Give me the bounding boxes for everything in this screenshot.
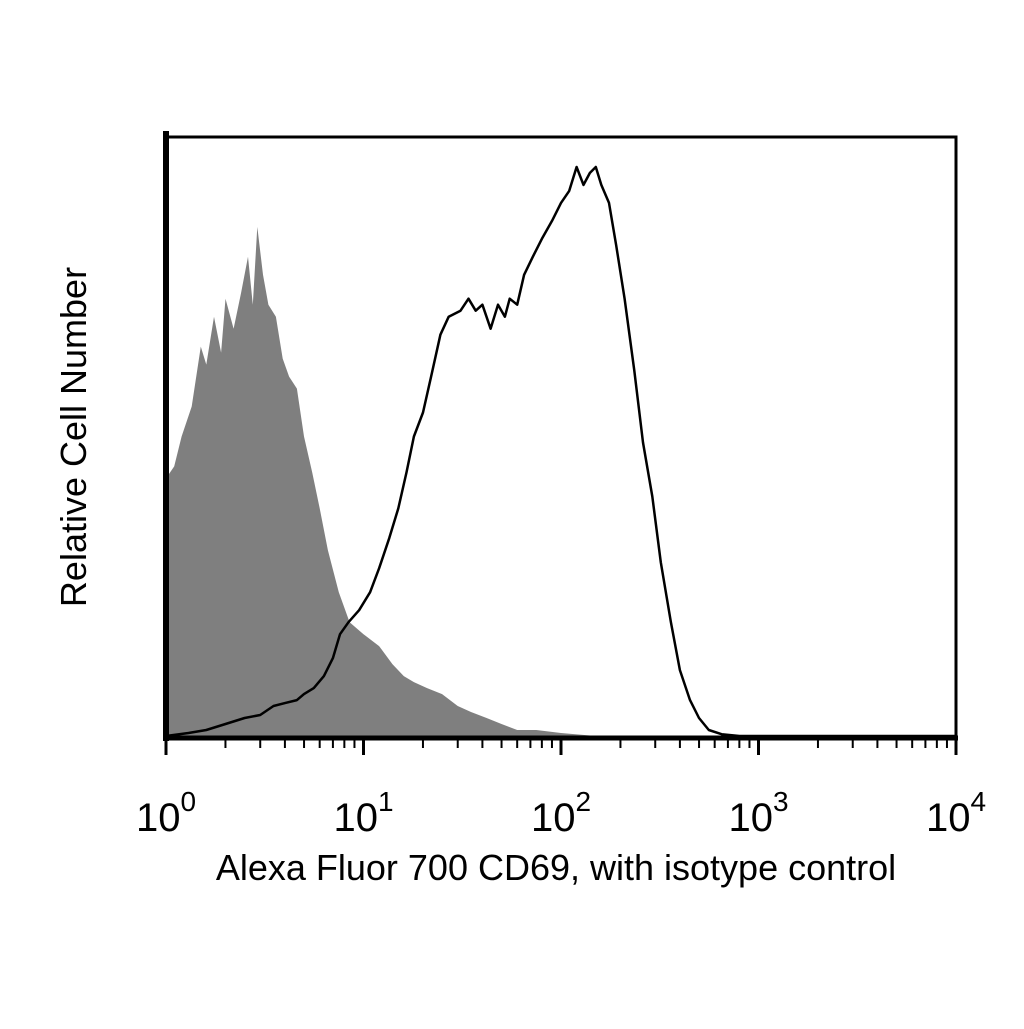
x-tick-label: 100 bbox=[136, 786, 196, 840]
x-axis-label: Alexa Fluor 700 CD69, with isotype contr… bbox=[216, 847, 896, 888]
y-axis-label: Relative Cell Number bbox=[53, 267, 94, 607]
x-tick-label-base: 10 bbox=[333, 796, 378, 840]
x-tick-label-base: 10 bbox=[728, 796, 773, 840]
x-tick-label-base: 10 bbox=[531, 796, 576, 840]
plot-layer bbox=[165, 165, 956, 738]
x-tick-label: 101 bbox=[333, 786, 393, 840]
x-tick-label-exponent: 1 bbox=[378, 786, 394, 817]
x-tick-label-base: 10 bbox=[136, 796, 181, 840]
isotype-control-histogram bbox=[166, 226, 956, 736]
cd69-histogram-line bbox=[165, 165, 956, 738]
x-tick-label: 103 bbox=[728, 786, 788, 840]
x-tick-label-exponent: 4 bbox=[970, 786, 986, 817]
x-tick-label-base: 10 bbox=[926, 796, 971, 840]
x-tick-label-exponent: 3 bbox=[773, 786, 789, 817]
x-tick-label-exponent: 2 bbox=[575, 786, 591, 817]
x-tick-label: 102 bbox=[531, 786, 591, 840]
x-tick-label-exponent: 0 bbox=[180, 786, 196, 817]
x-tick-label: 104 bbox=[926, 786, 986, 840]
x-ticks: 100 101 102 103 104 bbox=[136, 738, 986, 840]
